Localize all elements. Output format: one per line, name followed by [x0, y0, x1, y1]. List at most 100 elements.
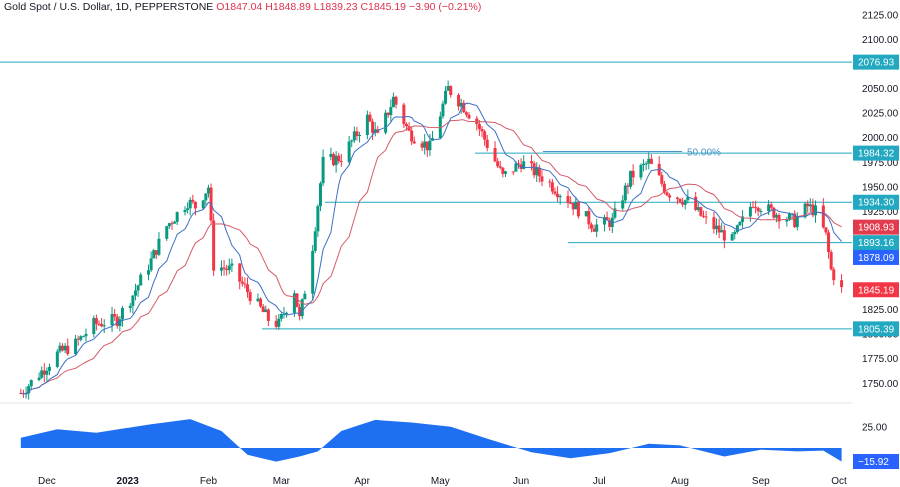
price-axis[interactable]: 2125.00 2100.00 2050.00 2025.00 2000.00 1975.… [852, 0, 900, 487]
candle-body [376, 129, 380, 133]
candle-body [642, 163, 646, 165]
candle-body [55, 351, 59, 367]
candle-body [167, 223, 171, 227]
candle-body [548, 181, 552, 183]
candle-body [629, 170, 633, 187]
candle-body [569, 202, 573, 204]
candle-body [311, 250, 315, 294]
candle-body [584, 211, 588, 217]
candle-body [767, 204, 771, 211]
candle-body [120, 307, 124, 320]
candle-body [61, 345, 65, 351]
candle-body [626, 185, 630, 187]
candle-body [243, 283, 247, 285]
candle-body [540, 176, 544, 182]
candle-body [404, 123, 408, 127]
candle-body [722, 230, 726, 241]
candle-body [350, 140, 354, 142]
price-tick-label: 2100.00 [862, 35, 899, 46]
candle-body [827, 232, 831, 253]
candle-body [318, 183, 322, 207]
candle-body [188, 199, 192, 209]
candle-body [391, 96, 395, 108]
candle-body [832, 269, 836, 281]
candle-body [605, 217, 609, 221]
candle-body [571, 202, 575, 210]
candle-body [751, 206, 755, 208]
candle-body [647, 158, 651, 164]
candle-body [368, 114, 372, 122]
candle-body [592, 228, 596, 232]
osc-value-tag-bg [853, 454, 899, 470]
candle-body [410, 130, 414, 142]
candle-body [733, 231, 737, 235]
candle-body [477, 124, 481, 129]
candle-body [63, 345, 67, 351]
candle-body [303, 293, 307, 300]
candle-body [154, 250, 158, 255]
candle-body [608, 220, 612, 227]
candle-body [503, 171, 507, 174]
candle-body [277, 318, 281, 327]
candles [19, 80, 844, 400]
candle-body [483, 131, 487, 140]
osc-value-tag: −15.92 [858, 457, 889, 468]
candle-body [748, 206, 752, 217]
price-tick-label: 1750.00 [862, 379, 899, 390]
candle-body [785, 219, 789, 222]
candle-body [358, 135, 362, 137]
candle-body [631, 170, 635, 178]
candle-body [480, 128, 484, 132]
candle-body [389, 107, 393, 116]
candle-body [113, 314, 117, 317]
time-tick-label: May [431, 476, 450, 487]
time-axis[interactable]: Dec 2023 Feb Mar Apr May Jun Jul Aug Sep Oct [38, 476, 847, 487]
candle-body [292, 293, 296, 313]
candle-body [259, 298, 263, 307]
candle-body [462, 102, 466, 113]
candle-body [772, 207, 776, 218]
level-tag-2076.93-bg [853, 54, 899, 70]
candle-body [412, 141, 416, 144]
candle-body [149, 258, 153, 271]
candle-body [530, 161, 534, 164]
candle-body [136, 285, 140, 291]
candle-body [131, 295, 135, 306]
time-tick-label: 2023 [117, 476, 140, 487]
candle-body [795, 217, 799, 228]
candle-body [769, 204, 773, 208]
candle-body [699, 207, 703, 216]
oscillator-area [20, 419, 842, 462]
candle-body [464, 112, 468, 115]
candle-body [811, 204, 815, 216]
candle-body [777, 214, 781, 222]
candle-body [587, 211, 591, 225]
candle-body [441, 103, 445, 117]
low-value: L1839.23 [313, 1, 358, 13]
candle-body [754, 207, 758, 209]
candle-body [649, 158, 653, 164]
candle-body [457, 95, 461, 107]
price-tick-label: 2025.00 [862, 109, 899, 120]
candle-body [639, 164, 643, 178]
candle-body [537, 167, 541, 177]
time-tick-label: Mar [273, 476, 291, 487]
level-tag-1805.39-bg [853, 321, 899, 337]
candle-body [595, 224, 599, 232]
close-value: C1845.19 [360, 1, 407, 13]
candle-body [84, 333, 88, 337]
candle-body [704, 216, 708, 218]
candle-body [128, 305, 132, 308]
candle-body [516, 163, 520, 165]
candle-body [300, 299, 304, 317]
candle-body [58, 345, 62, 352]
candle-body [496, 161, 500, 167]
candle-body [285, 312, 289, 315]
candle-body [384, 112, 388, 133]
candle-body [313, 231, 317, 251]
osc-tick-label: 25.00 [862, 422, 887, 433]
candle-body [402, 104, 406, 124]
time-tick-label: Oct [831, 476, 847, 487]
price-tick-label: 2125.00 [862, 10, 899, 21]
